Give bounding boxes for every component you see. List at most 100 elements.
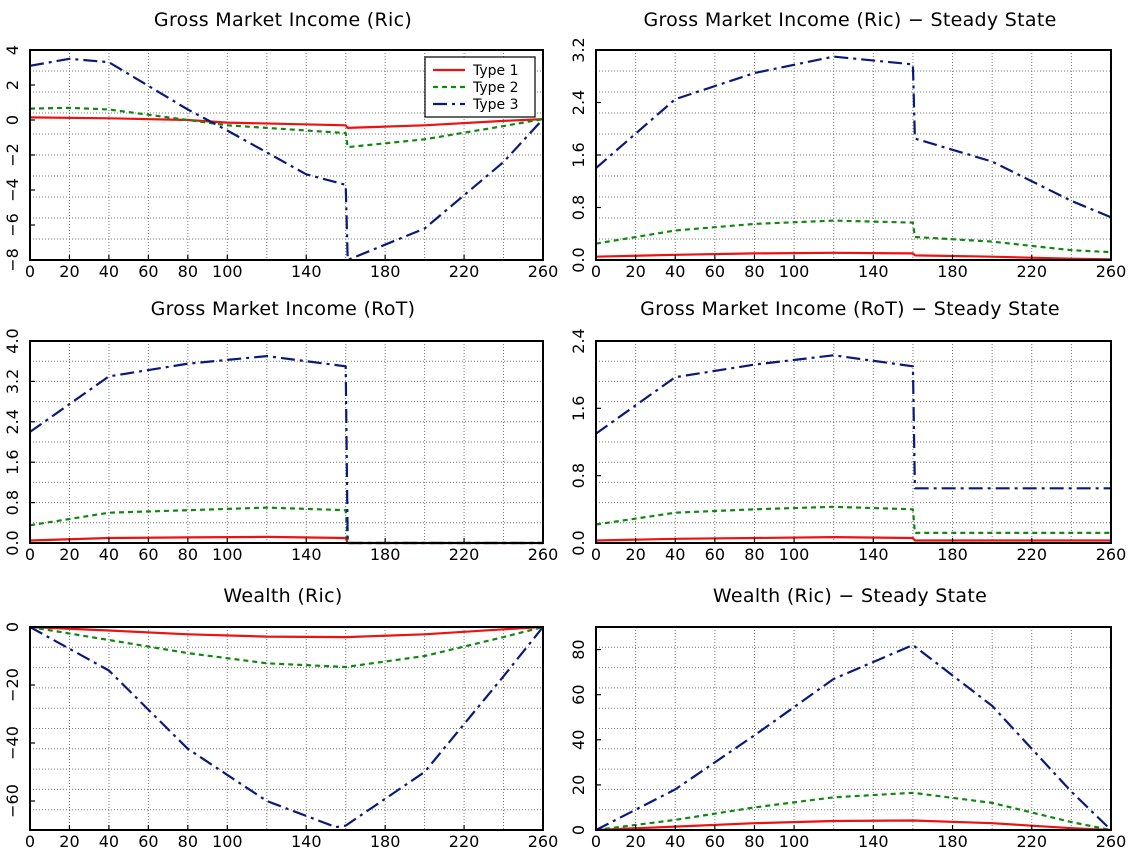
y-tick-label: 2.4 <box>569 90 588 115</box>
y-tick-label: 0.8 <box>569 463 588 488</box>
x-tick-label: 0 <box>25 545 35 564</box>
panel-title: Gross Market Income (RoT) − Steady State <box>640 298 1060 320</box>
x-tick-label: 60 <box>138 262 158 281</box>
x-tick-label: 260 <box>528 262 559 281</box>
series-line-type-3 <box>29 626 544 829</box>
y-tick-label: 3.2 <box>569 37 588 62</box>
legend-label: Type 3 <box>472 97 519 113</box>
x-tick-label: 60 <box>138 545 158 564</box>
y-tick-label: 0 <box>569 825 588 835</box>
y-tick-label: 80 <box>569 639 588 659</box>
y-tick-label: 0 <box>3 622 22 632</box>
x-tick-label: 20 <box>59 545 79 564</box>
plot-frame <box>595 49 1112 261</box>
x-tick-label: 140 <box>291 545 322 564</box>
panel-title: Gross Market Income (Ric) − Steady State <box>643 9 1056 31</box>
x-tick-label: 40 <box>665 832 685 851</box>
x-tick-label: 80 <box>178 545 198 564</box>
x-tick-label: 220 <box>1016 545 1047 564</box>
y-tick-label: −60 <box>3 784 22 818</box>
x-tick-label: 60 <box>138 832 158 851</box>
y-tick-label: −6 <box>3 213 22 237</box>
series-line-type-1 <box>29 625 544 639</box>
x-tick-label: 140 <box>858 832 889 851</box>
legend-box <box>424 56 536 118</box>
y-tick-label: 1.6 <box>3 449 22 474</box>
x-tick-label: 60 <box>705 262 725 281</box>
y-tick-label: −20 <box>3 668 22 702</box>
x-tick-label: 0 <box>25 832 35 851</box>
x-tick-label: 20 <box>59 832 79 851</box>
y-tick-label: 4 <box>3 45 22 55</box>
x-tick-label: 260 <box>528 545 559 564</box>
panel-title: Wealth (Ric) − Steady State <box>713 585 987 607</box>
chart-panel-2: Gross Market Income (Ric) − Steady State… <box>569 9 1126 281</box>
x-tick-label: 220 <box>449 832 480 851</box>
x-tick-label: 60 <box>705 832 725 851</box>
y-tick-label: 40 <box>569 730 588 750</box>
x-tick-label: 0 <box>591 545 601 564</box>
y-tick-label: 1.6 <box>569 396 588 421</box>
x-tick-label: 40 <box>665 262 685 281</box>
series-line-type-2 <box>29 625 544 669</box>
x-tick-label: 260 <box>1096 545 1127 564</box>
x-tick-label: 180 <box>370 832 401 851</box>
x-tick-label: 20 <box>59 262 79 281</box>
x-tick-label: 0 <box>591 262 601 281</box>
x-tick-label: 220 <box>1016 262 1047 281</box>
x-tick-label: 140 <box>858 262 889 281</box>
series-line-type-3 <box>595 55 1112 219</box>
series-line-type-2 <box>29 506 543 545</box>
x-tick-label: 220 <box>449 545 480 564</box>
series-line-type-3 <box>29 57 544 262</box>
x-tick-label: 0 <box>591 832 601 851</box>
series-line-type-2 <box>595 219 1112 254</box>
plot-frame <box>29 340 544 544</box>
series-line-type-2 <box>595 505 1111 535</box>
x-tick-label: 180 <box>370 545 401 564</box>
x-tick-label: 80 <box>178 832 198 851</box>
y-tick-label: 0.8 <box>3 490 22 515</box>
series-line-type-1 <box>595 251 1112 261</box>
x-tick-label: 260 <box>1096 262 1127 281</box>
y-tick-label: −40 <box>3 726 22 760</box>
series-line-type-3 <box>29 355 543 545</box>
x-tick-label: 180 <box>370 262 401 281</box>
x-tick-label: 0 <box>25 262 35 281</box>
series-line-type-2 <box>595 791 1112 832</box>
x-tick-label: 40 <box>99 545 119 564</box>
panel-title: Wealth (Ric) <box>223 585 342 607</box>
x-tick-label: 80 <box>744 545 764 564</box>
plot-frame <box>29 626 544 831</box>
y-tick-label: −4 <box>3 178 22 202</box>
x-tick-label: 140 <box>858 545 889 564</box>
x-tick-label: 20 <box>625 832 645 851</box>
y-tick-label: 2.4 <box>569 328 588 353</box>
x-tick-label: 100 <box>779 832 810 851</box>
chart-panel-1: Gross Market Income (Ric) 0 20 40 60 80 100 140… <box>3 9 558 281</box>
series-line-type-3 <box>595 643 1112 831</box>
x-tick-label: 60 <box>705 545 725 564</box>
series-line-type-1 <box>29 116 544 130</box>
x-tick-label: 80 <box>178 262 198 281</box>
series-line-type-3 <box>595 354 1111 490</box>
y-tick-label: 0.0 <box>569 247 588 272</box>
y-tick-label: 1.6 <box>569 142 588 167</box>
x-tick-label: 40 <box>99 832 119 851</box>
y-tick-label: 3.2 <box>3 369 22 394</box>
x-tick-label: 100 <box>212 262 243 281</box>
y-tick-label: 0.0 <box>569 530 588 555</box>
legend-label: Type 1 <box>472 63 519 79</box>
y-tick-label: 60 <box>569 684 588 704</box>
x-tick-label: 140 <box>291 262 322 281</box>
y-tick-label: 20 <box>569 775 588 795</box>
x-tick-label: 80 <box>744 262 764 281</box>
chart-panel-5: Wealth (Ric) 0 20 40 60 80 100 140 180 220 260 0 −20… <box>3 585 558 851</box>
x-tick-label: 40 <box>99 262 119 281</box>
y-tick-label: 0.8 <box>569 195 588 220</box>
panel-title: Gross Market Income (RoT) <box>151 298 416 320</box>
x-tick-label: 80 <box>744 832 764 851</box>
x-tick-label: 140 <box>291 832 322 851</box>
panel-title: Gross Market Income (Ric) <box>154 9 412 31</box>
